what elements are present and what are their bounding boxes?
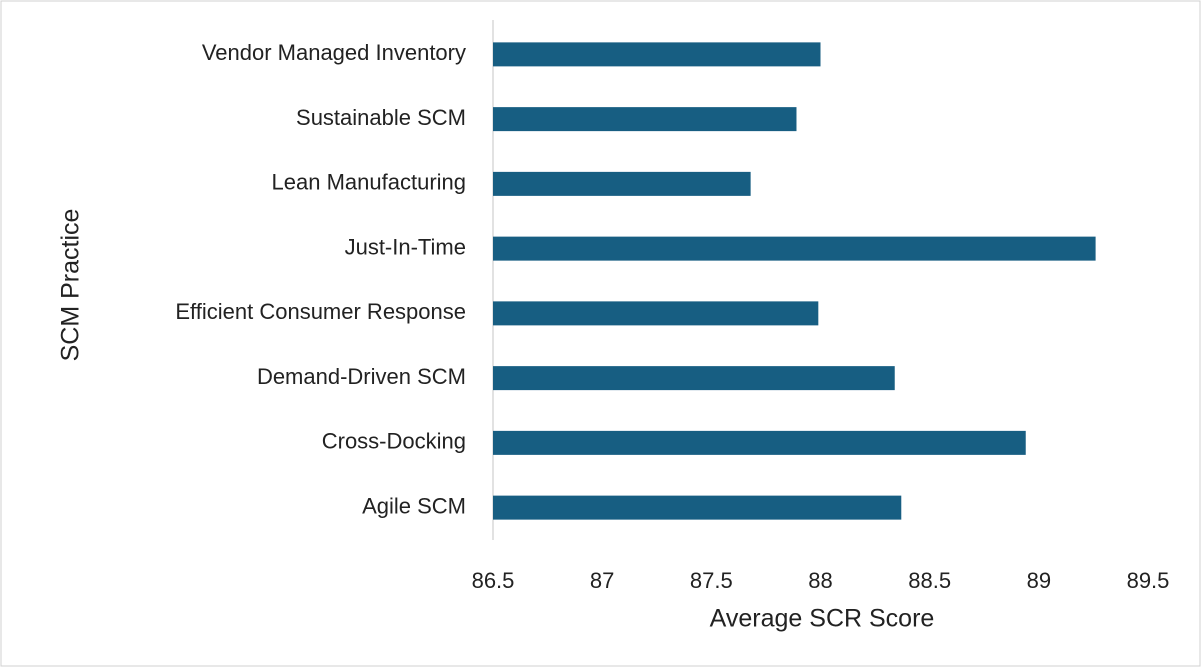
y-tick-label: Vendor Managed Inventory	[202, 40, 466, 65]
x-tick-label: 86.5	[472, 568, 515, 593]
bar	[493, 236, 1096, 261]
bar	[493, 495, 902, 520]
y-axis-title: SCM Practice	[57, 209, 85, 362]
bar	[493, 42, 821, 67]
bar	[493, 171, 751, 196]
x-tick-label: 89	[1027, 568, 1051, 593]
x-tick-label: 88	[808, 568, 832, 593]
y-tick-label: Lean Manufacturing	[272, 170, 466, 195]
x-tick-label: 89.5	[1127, 568, 1170, 593]
y-tick-label: Agile SCM	[362, 493, 466, 518]
y-tick-label: Efficient Consumer Response	[175, 299, 466, 324]
x-tick-label: 87	[590, 568, 614, 593]
y-tick-label: Cross-Docking	[322, 429, 466, 454]
x-axis-title: Average SCR Score	[710, 605, 935, 633]
bar	[493, 301, 819, 326]
bar	[493, 430, 1026, 455]
y-tick-label: Sustainable SCM	[296, 105, 466, 130]
bar	[493, 366, 895, 391]
bar	[493, 107, 797, 132]
x-tick-label: 88.5	[908, 568, 951, 593]
y-tick-label: Demand-Driven SCM	[257, 364, 466, 389]
x-tick-label: 87.5	[690, 568, 733, 593]
y-tick-label: Just-In-Time	[345, 234, 466, 259]
